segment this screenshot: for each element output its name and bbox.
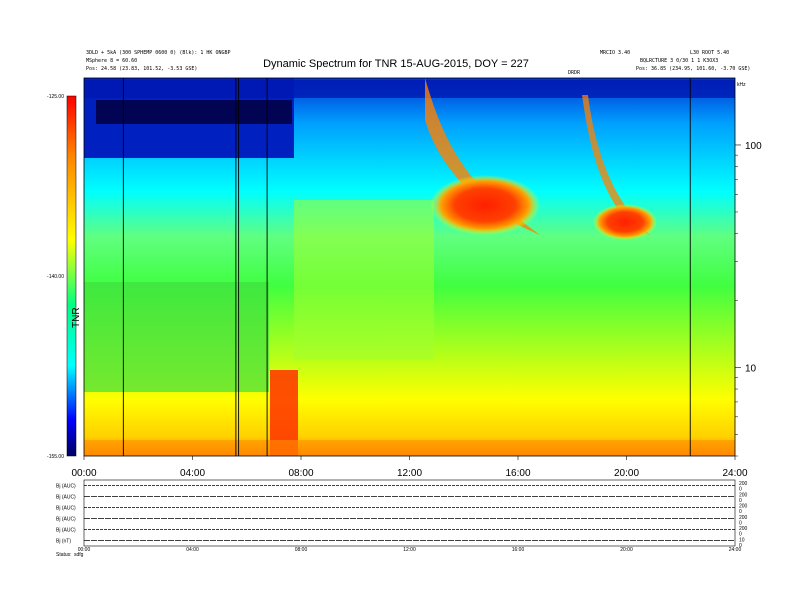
heatmap-yellow-region — [294, 200, 434, 360]
colorbar-tick-label-2: -155.00 — [47, 454, 64, 460]
lower-right-value-4: 200 — [739, 504, 748, 510]
colorbar-tick-group: -125.00 -140.00 -155.00 — [47, 94, 64, 460]
lower-x-tick-label-2: 08:00 — [295, 547, 308, 553]
lower-panel-group: Bj (AUC) Bj (AUC) Bj (AUC) Bj (AUC) Bj (AUC)… — [56, 481, 748, 553]
vertical-marker-group — [122, 78, 691, 456]
header-left-line2: MSphere 8 = 60.60 — [86, 58, 138, 64]
lower-right-value-3: 0 — [739, 498, 742, 504]
lower-x-tick-label-3: 12:00 — [403, 547, 416, 553]
x-tick-label-2: 08:00 — [288, 468, 313, 479]
lower-row-label-5: Bj (nT) — [56, 539, 71, 545]
heatmap-bottom-strip — [84, 440, 735, 456]
heatmap-body — [84, 78, 735, 456]
colorbar-tick-label-0: -125.00 — [47, 94, 64, 100]
lower-row-label-2: Bj (AUC) — [56, 506, 76, 512]
lower-right-value-2: 200 — [739, 492, 748, 498]
header-center-small: DRDR — [568, 70, 581, 76]
lower-right-value-9: 0 — [739, 532, 742, 538]
lower-row-label-1: Bj (AUC) — [56, 495, 76, 501]
lower-row-label-4: Bj (AUC) — [56, 528, 76, 534]
lower-right-value-8: 200 — [739, 526, 748, 532]
lower-row-label-3: Bj (AUC) — [56, 517, 76, 523]
header-right-line1a: MRCIO 3.40 — [600, 50, 631, 56]
lower-right-value-5: 0 — [739, 509, 742, 515]
lower-row-label-0: Bj (AUC) — [56, 484, 76, 490]
lower-x-tick-label-6: 24:00 — [729, 547, 742, 553]
header-left-line1: 3DLD + 5kA (300 SPHEMP 0600 0) (Blk): 1 … — [86, 50, 231, 56]
burst-1-core — [430, 175, 540, 235]
lower-x-tick-label-4: 16:00 — [512, 547, 525, 553]
burst-2-core — [593, 204, 657, 240]
x-tick-label-1: 04:00 — [180, 468, 205, 479]
colorbar — [66, 95, 77, 457]
status-value: sdfg — [74, 552, 84, 558]
lower-right-value-7: 0 — [739, 520, 742, 526]
x-tick-label-0: 00:00 — [71, 468, 96, 479]
header-left-line3: Pos: 24.58 (23.83, 101.52, -3.53 GSE) — [86, 66, 198, 72]
lower-right-value-1: 0 — [739, 487, 742, 493]
y-axis-group: 10 100 — [735, 141, 762, 457]
lower-right-value-10: 10 — [739, 537, 745, 543]
x-axis-group: 00:00 04:00 08:00 12:00 16:00 20:00 24:00 — [71, 456, 748, 479]
lower-panel-frame — [83, 479, 736, 547]
y-tick-label-1: 100 — [745, 141, 762, 152]
lower-x-tick-label-5: 20:00 — [620, 547, 633, 553]
lower-right-value-0: 200 — [739, 481, 748, 487]
header-right-line1b: L30 ROOT 5.40 — [690, 50, 730, 56]
burst-1-tail — [425, 78, 540, 235]
y-tick-label-0: 10 — [745, 363, 757, 374]
heatmap-green-left — [84, 282, 269, 392]
header-right-line3: Pos: 36.85 (234.95, 101.60, -3.70 GSE) — [636, 66, 751, 72]
x-tick-label-4: 16:00 — [505, 468, 530, 479]
header-right-line2: BQLRCTURE 3 0/30 1 1 K3OX3 — [640, 58, 719, 64]
lower-x-tick-label-1: 04:00 — [186, 547, 199, 553]
status-label: Status: — [56, 552, 72, 558]
x-tick-label-3: 12:00 — [397, 468, 422, 479]
lower-right-value-11: 0 — [739, 543, 742, 549]
y-unit-small: kHz — [737, 82, 746, 88]
heatmap-top-band — [84, 80, 735, 98]
x-tick-label-6: 24:00 — [722, 468, 747, 479]
heatmap-black-band — [96, 100, 292, 124]
lower-x-tick-label-0: 00:00 — [78, 547, 91, 553]
x-tick-label-5: 20:00 — [614, 468, 639, 479]
lower-right-value-6: 200 — [739, 515, 748, 521]
chart-title: Dynamic Spectrum for TNR 15-AUG-2015, DO… — [263, 58, 529, 70]
tnr-vertical-label: TNR — [71, 307, 82, 328]
burst-2-tail — [582, 95, 650, 235]
colorbar-tick-label-1: -140.00 — [47, 274, 64, 280]
